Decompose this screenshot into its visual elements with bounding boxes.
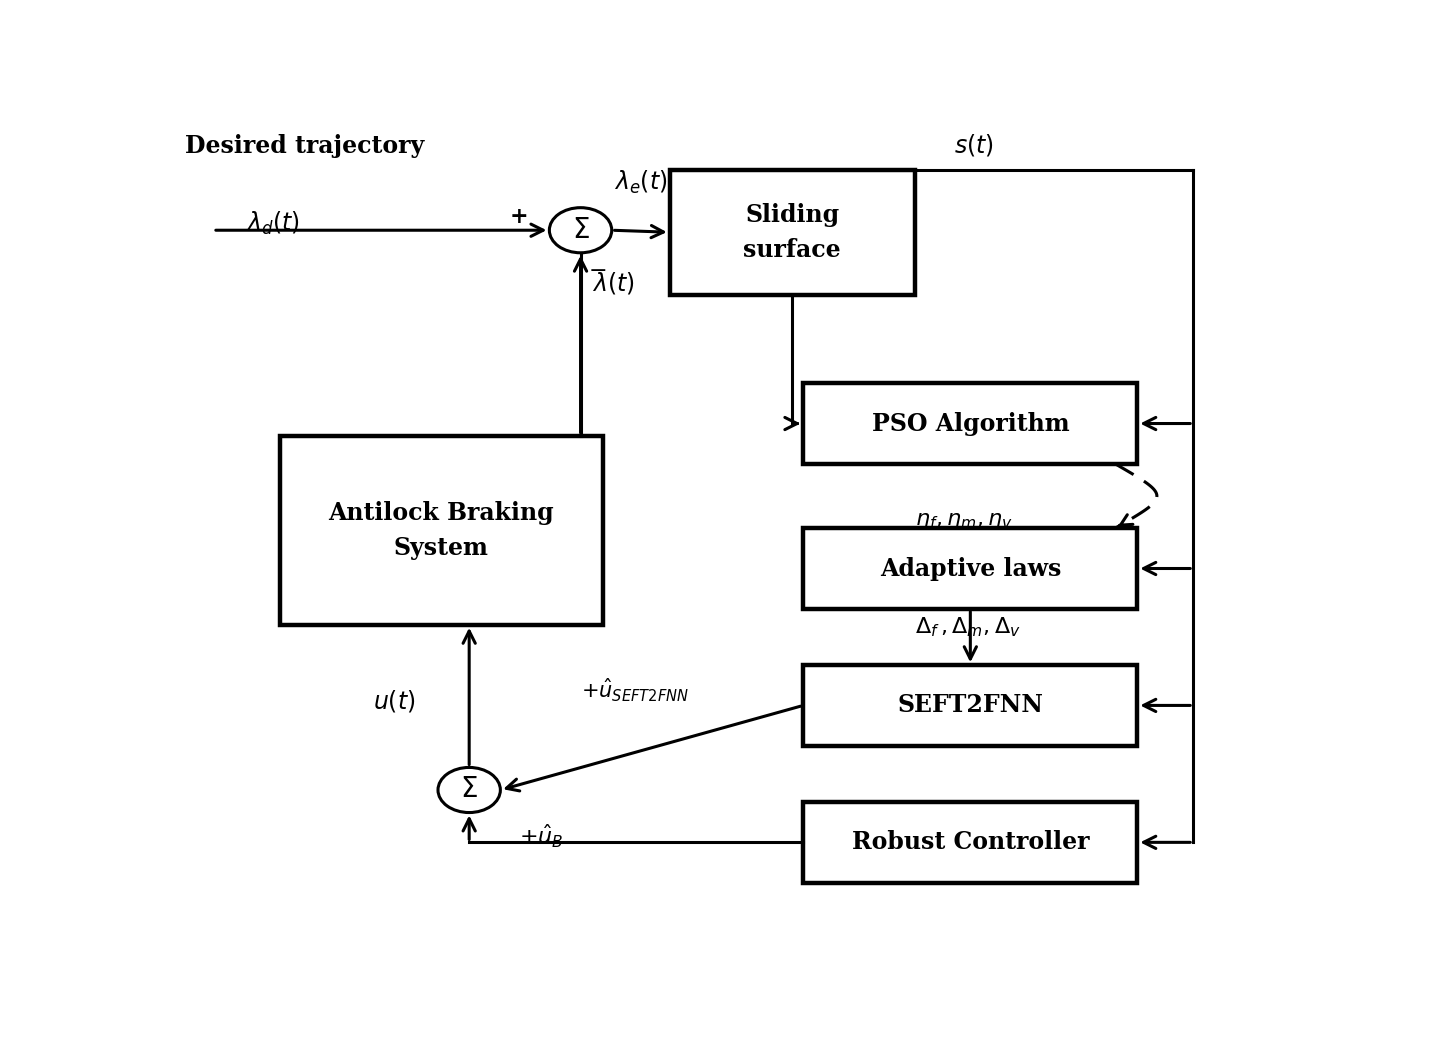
Text: $\eta_f, \eta_m, \eta_v$: $\eta_f, \eta_m, \eta_v$ <box>915 509 1013 531</box>
FancyBboxPatch shape <box>803 528 1138 609</box>
Text: Antilock Braking
System: Antilock Braking System <box>329 501 555 560</box>
Circle shape <box>549 208 612 253</box>
Text: Adaptive laws: Adaptive laws <box>879 556 1061 581</box>
Text: $\lambda(t)$: $\lambda(t)$ <box>592 270 634 296</box>
Text: SEFT2FNN: SEFT2FNN <box>897 693 1043 718</box>
Text: $u(t)$: $u(t)$ <box>374 688 415 714</box>
FancyBboxPatch shape <box>280 435 604 624</box>
Text: $\Sigma$: $\Sigma$ <box>460 776 479 803</box>
Text: Sliding
surface: Sliding surface <box>743 203 841 262</box>
FancyBboxPatch shape <box>803 383 1138 463</box>
Text: Desired trajectory: Desired trajectory <box>185 134 424 158</box>
FancyBboxPatch shape <box>803 665 1138 746</box>
Text: $+\hat{u}_B$: $+\hat{u}_B$ <box>519 822 563 849</box>
Text: $\Sigma$: $\Sigma$ <box>572 217 589 244</box>
Text: $-$: $-$ <box>588 258 606 280</box>
FancyBboxPatch shape <box>670 169 915 295</box>
Text: +: + <box>510 205 529 228</box>
Text: $s(t)$: $s(t)$ <box>954 132 993 158</box>
Text: $\lambda_d(t)$: $\lambda_d(t)$ <box>247 210 300 237</box>
Text: Robust Controller: Robust Controller <box>852 831 1089 855</box>
Text: $\lambda_e(t)$: $\lambda_e(t)$ <box>614 169 667 197</box>
Text: PSO Algorithm: PSO Algorithm <box>871 411 1069 435</box>
Text: $+\hat{u}_{SEFT2FNN}$: $+\hat{u}_{SEFT2FNN}$ <box>581 677 688 704</box>
FancyBboxPatch shape <box>803 802 1138 883</box>
Text: $\Delta_f\,, \Delta_m, \Delta_v$: $\Delta_f\,, \Delta_m, \Delta_v$ <box>915 615 1020 639</box>
Circle shape <box>438 768 500 813</box>
